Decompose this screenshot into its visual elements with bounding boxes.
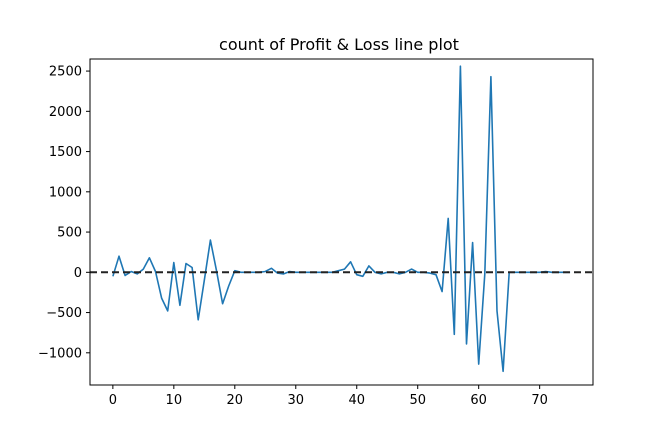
x-axis: 0 10 20 30 40 50 60 70 [109, 385, 548, 408]
x-tick-label: 30 [287, 393, 304, 408]
x-tick-label: 70 [531, 393, 548, 408]
x-tick-label: 20 [227, 393, 244, 408]
plot-frame [89, 58, 594, 386]
x-tick-label: 10 [166, 393, 183, 408]
y-tick-label: 2500 [49, 65, 82, 80]
x-tick-label: 0 [109, 393, 117, 408]
y-axis: −1000 −500 0 500 1000 1500 2000 2500 [38, 65, 90, 361]
y-tick-label: 1500 [49, 145, 82, 160]
x-tick-label: 40 [348, 393, 365, 408]
x-tick-label: 60 [470, 393, 487, 408]
chart-title: count of Profit & Loss line plot [219, 35, 459, 54]
y-tick-label: 500 [57, 226, 82, 241]
y-tick-label: 1000 [49, 185, 82, 200]
y-tick-label: −500 [46, 306, 82, 321]
x-tick-label: 50 [409, 393, 426, 408]
y-tick-label: −1000 [38, 346, 82, 361]
y-tick-label: 0 [74, 266, 82, 281]
series-line [112, 65, 571, 373]
y-tick-label: 2000 [49, 105, 82, 120]
series-layer [112, 65, 571, 373]
